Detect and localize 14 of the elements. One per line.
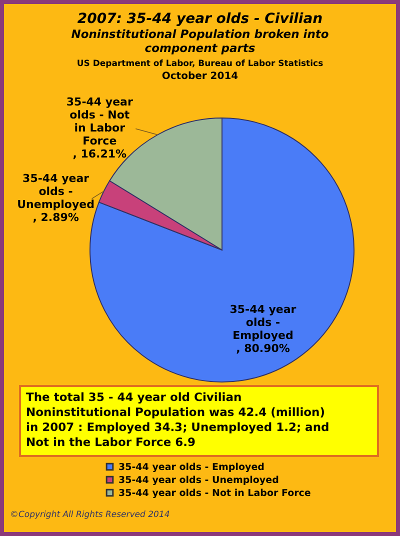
chart-subtitle: US Department of Labor, Bureau of Labor Statistics (76, 59, 324, 69)
legend-label: 35-44 year olds - Unemployed (118, 474, 279, 486)
slice-label: 35-44 year olds - Employed (230, 302, 297, 342)
text: ©Copyright All Rights Reserved 2014 (10, 510, 170, 520)
chart-title: 2007: 35-44 year olds - Civilian Noninstitutional Population broken into component parts (71, 11, 329, 55)
data-label: , 16.21% (72, 148, 127, 161)
data-label: , 80.90% (236, 342, 290, 355)
slice-label: 35-44 year olds - Not in Labor Force (66, 96, 134, 148)
slice-label: 35-44 year olds - Unemployed (17, 172, 95, 212)
text: The total 35 - 44 year old Civilian Noninstitutional Population was 42.4 (million) in 2007 : Employed 34.3; Unemployed 1.2; and Not in the Labor Force 6.9 (26, 390, 330, 449)
legend-label: 35-44 year olds - Not in Labor Force (118, 488, 311, 499)
legend-label: 35-44 year olds - Employed (118, 462, 264, 473)
data-label: , 2.89% (32, 211, 79, 224)
text: October 2014 (162, 71, 238, 82)
